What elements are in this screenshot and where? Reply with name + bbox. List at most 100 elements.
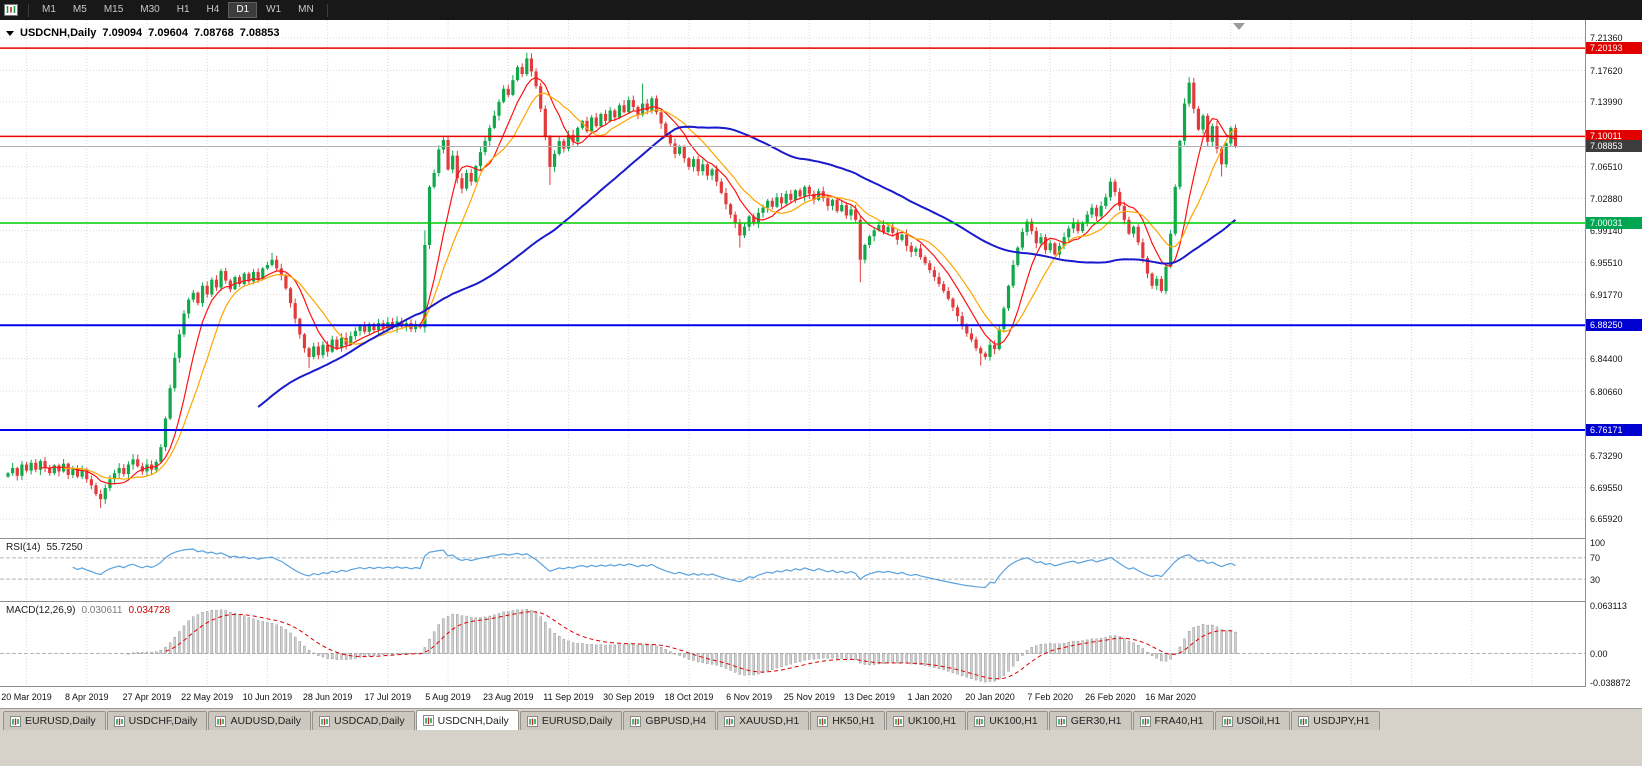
chart-tab-usdjpy-h1[interactable]: USDJPY,H1	[1291, 711, 1380, 730]
time-axis-label: 25 Nov 2019	[783, 692, 835, 702]
chart-tab-label: XAUUSD,H1	[739, 715, 800, 727]
time-axis-label: 30 Sep 2019	[603, 692, 655, 702]
macd-plot[interactable]	[0, 602, 1585, 686]
chart-tab-label: EURUSD,Daily	[541, 715, 613, 727]
chart-tab-label: GBPUSD,H4	[645, 715, 707, 727]
chart-tab-icon	[319, 715, 331, 727]
chart-tab-usdcad-daily[interactable]: USDCAD,Daily	[312, 711, 415, 730]
timeframe-button-mn[interactable]: MN	[290, 2, 322, 18]
time-axis-label: 26 Feb 2020	[1085, 692, 1136, 702]
chart-tab-usdchf-daily[interactable]: USDCHF,Daily	[106, 711, 208, 730]
chart-tab-icon	[724, 715, 736, 727]
time-axis-label: 20 Mar 2019	[1, 692, 52, 702]
price-tick: 6.91770	[1590, 290, 1623, 301]
chart-tab-label: USOil,H1	[1236, 715, 1281, 727]
chart-tab-uk100-h1[interactable]: UK100,H1	[885, 711, 967, 730]
price-line-badge: 6.88250	[1586, 319, 1642, 332]
timeframe-toolbar: M1 M5 M15 M30 H1 H4 D1 W1 MN	[0, 0, 1642, 20]
price-tick: 6.99140	[1590, 226, 1623, 237]
chart-tab-gbpusd-h4[interactable]: GBPUSD,H4	[623, 711, 717, 730]
ohlc-low: 7.08768	[193, 27, 234, 39]
price-tick: 6.65920	[1590, 514, 1623, 525]
symbol-info: USDCNH,Daily 7.09094 7.09604 7.08768 7.0…	[6, 27, 279, 39]
price-tick: 7.06510	[1590, 162, 1623, 173]
time-axis-label: 27 Apr 2019	[122, 692, 172, 702]
time-axis-label: 28 Jun 2019	[302, 692, 353, 702]
chart-tab-label: GER30,H1	[1070, 715, 1122, 727]
chart-tab-fra40-h1[interactable]: FRA40,H1	[1132, 711, 1214, 730]
toolbar-separator	[28, 3, 29, 17]
rsi-scale-label: 100	[1590, 537, 1606, 548]
timeframe-button-m30[interactable]: M30	[132, 2, 167, 18]
panel-splitter[interactable]	[0, 686, 1642, 687]
chart-tab-audusd-daily[interactable]: AUDUSD,Daily	[208, 711, 312, 730]
chart-tab-icon	[1139, 715, 1151, 727]
timeframe-button-w1[interactable]: W1	[258, 2, 289, 18]
candlestick-plot[interactable]	[0, 20, 1585, 538]
time-axis-label: 18 Oct 2019	[664, 692, 714, 702]
time-axis-label: 11 Sep 2019	[543, 692, 594, 702]
price-tick: 6.69550	[1590, 483, 1623, 493]
price-tick: 6.84400	[1590, 354, 1623, 365]
time-axis-label: 6 Nov 2019	[726, 692, 773, 702]
macd-scale-label: -0.038872	[1590, 678, 1631, 689]
chart-tab-label: EURUSD,Daily	[25, 715, 96, 727]
chart-tab-eurusd-daily[interactable]: EURUSD,Daily	[519, 711, 623, 730]
rsi-plot[interactable]	[0, 539, 1585, 601]
time-axis-label: 20 Jan 2020	[965, 692, 1015, 702]
timeframe-button-m5[interactable]: M5	[65, 2, 95, 18]
timeframe-button-m15[interactable]: M15	[96, 2, 131, 18]
price-tick: 6.73290	[1590, 450, 1623, 461]
macd-scale-label: 0.00	[1590, 649, 1608, 660]
chart-tab-ger30-h1[interactable]: GER30,H1	[1048, 711, 1132, 730]
timeframe-button-m1[interactable]: M1	[34, 2, 64, 18]
price-line-badge: 7.08853	[1586, 140, 1642, 153]
panel-splitter[interactable]	[0, 538, 1642, 539]
panel-splitter[interactable]	[0, 601, 1642, 602]
rsi-scale-label: 30	[1590, 574, 1601, 585]
time-axis[interactable]: 20 Mar 2019 8 Apr 2019 27 Apr 2019 22 May 2…	[0, 687, 1642, 708]
chart-tab-uk100-h1[interactable]: UK100,H1	[967, 711, 1048, 730]
price-axis[interactable]: 7.21360 7.17620 7.13990 7.06510 7.02880 6.991…	[1585, 20, 1642, 689]
chart-tab-hk50-h1[interactable]: HK50,H1	[810, 711, 885, 730]
time-axis-label: 22 May 2019	[181, 692, 234, 702]
chart-tab-icon	[113, 715, 125, 727]
price-line-badge: 6.76171	[1586, 424, 1642, 437]
chart-tab-icon	[10, 715, 21, 727]
macd-panel[interactable]: MACD(12,26,9) 0.030611 0.034728	[0, 602, 1585, 686]
macd-indicator-label: MACD(12,26,9) 0.030611 0.034728	[6, 605, 171, 616]
symbol-dropdown-icon[interactable]	[6, 30, 14, 36]
price-tick: 7.17620	[1590, 65, 1623, 76]
chart-tab-icon	[817, 715, 829, 727]
rsi-indicator-label: RSI(14) 55.7250	[6, 542, 83, 553]
ohlc-high: 7.09604	[148, 27, 188, 39]
chart-tab-usdcnh-daily[interactable]: USDCNH,Daily	[415, 710, 519, 730]
chart-tab-eurusd-daily[interactable]: EURUSD,Daily	[3, 711, 106, 730]
toolbar-separator	[326, 3, 328, 17]
time-axis-label: 23 Aug 2019	[482, 692, 534, 702]
time-axis-label: 1 Jan 2020	[907, 692, 953, 702]
new-chart-icon[interactable]	[4, 4, 18, 16]
time-axis-label: 13 Dec 2019	[844, 692, 896, 702]
chart-tab-icon	[892, 715, 904, 727]
rsi-panel[interactable]: RSI(14) 55.7250	[0, 539, 1585, 601]
price-line-badge: 7.00031	[1586, 217, 1642, 230]
main-chart-panel[interactable]: USDCNH,Daily 7.09094 7.09604 7.08768 7.0…	[0, 20, 1585, 538]
chart-window: USDCNH,Daily 7.09094 7.09604 7.08768 7.0…	[0, 20, 1642, 708]
chart-tab-label: FRA40,H1	[1154, 715, 1204, 727]
chart-tab-usoil-h1[interactable]: USOil,H1	[1214, 711, 1291, 730]
price-tick: 7.13990	[1590, 97, 1623, 108]
price-tick: 7.21360	[1590, 33, 1623, 44]
timeframe-button-d1[interactable]: D1	[228, 2, 258, 18]
symbol-label: USDCNH,Daily	[20, 27, 97, 39]
price-tick: 6.95510	[1590, 257, 1623, 268]
timeframe-button-h1[interactable]: H1	[169, 2, 198, 18]
chart-tab-label: UK100,H1	[989, 715, 1038, 727]
chart-tab-icon	[1221, 715, 1233, 727]
timeframe-button-h4[interactable]: H4	[199, 2, 228, 18]
chart-shift-marker[interactable]	[1233, 23, 1245, 30]
chart-tab-xauusd-h1[interactable]: XAUUSD,H1	[717, 711, 810, 730]
time-axis-label: 7 Feb 2020	[1027, 692, 1073, 702]
chart-tab-icon	[1298, 715, 1310, 727]
